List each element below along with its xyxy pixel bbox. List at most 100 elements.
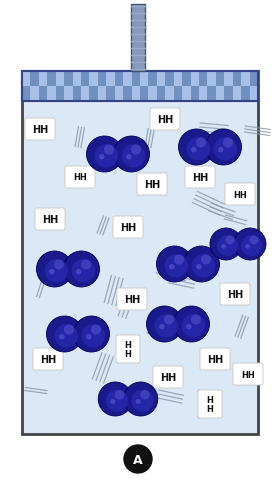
Circle shape (86, 137, 122, 173)
Text: HH: HH (227, 289, 243, 299)
Circle shape (155, 314, 178, 338)
Bar (199, 87, 207, 102)
Text: HH: HH (32, 125, 48, 135)
Bar (106, 87, 115, 102)
Bar (73, 72, 81, 87)
Bar (241, 72, 250, 87)
Bar (165, 72, 174, 87)
Bar (123, 72, 132, 87)
Bar (22, 72, 30, 87)
FancyBboxPatch shape (25, 119, 55, 141)
FancyBboxPatch shape (35, 208, 65, 230)
Bar (140, 87, 148, 102)
Bar (73, 87, 81, 102)
Bar (174, 72, 182, 87)
Circle shape (47, 316, 83, 352)
Circle shape (186, 325, 191, 330)
Text: H
H: H H (125, 341, 132, 358)
Bar (157, 87, 165, 102)
Circle shape (245, 244, 250, 249)
Text: HH: HH (192, 173, 208, 183)
Circle shape (223, 138, 233, 148)
Circle shape (124, 445, 152, 473)
Circle shape (99, 155, 104, 160)
FancyBboxPatch shape (117, 288, 147, 310)
Circle shape (250, 236, 258, 245)
Text: HH: HH (144, 180, 160, 190)
Bar (199, 72, 207, 87)
FancyBboxPatch shape (220, 284, 250, 305)
Circle shape (76, 269, 81, 275)
Circle shape (165, 255, 188, 278)
Text: HH: HH (42, 215, 58, 224)
Bar (89, 72, 98, 87)
Circle shape (140, 390, 150, 400)
Bar (81, 87, 89, 102)
Bar (140, 72, 148, 87)
Circle shape (104, 145, 114, 155)
FancyBboxPatch shape (185, 167, 215, 189)
Bar (106, 72, 115, 87)
Bar (224, 87, 233, 102)
Circle shape (54, 260, 64, 270)
Bar (22, 72, 258, 434)
FancyBboxPatch shape (233, 363, 263, 385)
Circle shape (37, 251, 73, 287)
Circle shape (45, 260, 68, 283)
Bar (250, 72, 258, 87)
Bar (207, 87, 216, 102)
Circle shape (98, 382, 132, 416)
Bar (39, 87, 47, 102)
Bar (233, 72, 241, 87)
Circle shape (201, 255, 211, 265)
Bar (47, 72, 56, 87)
Circle shape (159, 325, 165, 330)
Bar (233, 87, 241, 102)
Bar (98, 87, 106, 102)
Circle shape (73, 316, 109, 352)
Bar (81, 72, 89, 87)
Bar (30, 72, 39, 87)
Circle shape (86, 334, 91, 340)
Bar (56, 87, 64, 102)
FancyBboxPatch shape (33, 348, 63, 370)
Text: HH: HH (233, 190, 247, 199)
Circle shape (122, 145, 145, 168)
Circle shape (157, 246, 193, 283)
Circle shape (191, 148, 196, 153)
Circle shape (131, 390, 153, 412)
Circle shape (91, 325, 101, 335)
Bar (191, 72, 199, 87)
Bar (39, 72, 47, 87)
Bar (132, 87, 140, 102)
Bar (115, 72, 123, 87)
Bar (148, 72, 157, 87)
Bar (207, 72, 216, 87)
FancyBboxPatch shape (65, 167, 95, 189)
Bar (56, 72, 64, 87)
Text: HH: HH (157, 115, 173, 125)
Circle shape (136, 399, 141, 404)
Bar (47, 87, 56, 102)
Circle shape (106, 390, 128, 412)
Circle shape (82, 325, 105, 348)
Circle shape (110, 399, 115, 404)
Bar (216, 72, 224, 87)
Circle shape (214, 138, 237, 161)
Bar (64, 87, 73, 102)
FancyBboxPatch shape (225, 183, 255, 205)
Bar (22, 87, 30, 102)
Bar (22, 72, 258, 102)
Circle shape (147, 306, 183, 342)
Circle shape (71, 260, 95, 283)
Bar (182, 87, 191, 102)
Circle shape (63, 251, 99, 287)
Text: H
H: H H (207, 396, 214, 413)
FancyBboxPatch shape (116, 335, 140, 363)
Circle shape (49, 269, 55, 275)
Bar (123, 87, 132, 102)
Circle shape (81, 260, 91, 270)
Bar (132, 72, 140, 87)
Bar (157, 72, 165, 87)
Circle shape (131, 145, 141, 155)
